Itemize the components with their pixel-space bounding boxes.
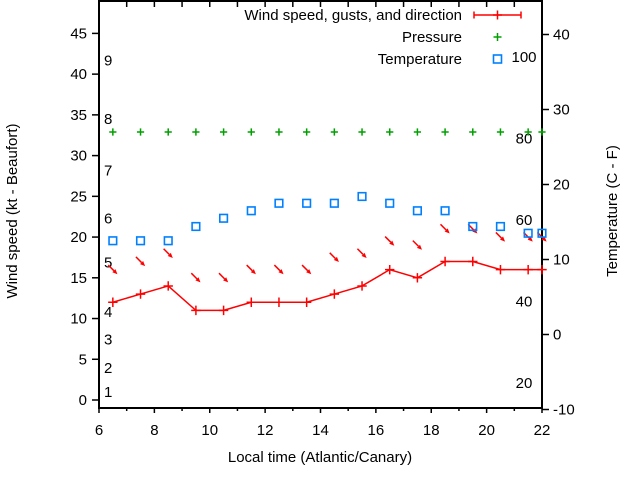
tick-label: 3 bbox=[104, 332, 112, 349]
tick-label: 30 bbox=[553, 102, 570, 119]
tick-label: 30 bbox=[70, 148, 87, 165]
tick-label: -10 bbox=[553, 402, 575, 419]
temperature-series bbox=[108, 191, 547, 246]
tick-label: 5 bbox=[104, 254, 112, 271]
tick-label: 40 bbox=[70, 66, 87, 83]
tick-label: 1 bbox=[104, 384, 112, 401]
legend: Wind speed, gusts, and direction Pressure… bbox=[244, 7, 522, 68]
tick-label: 100 bbox=[511, 49, 536, 66]
temperature-point bbox=[329, 198, 339, 208]
tick-label: 80 bbox=[516, 131, 533, 148]
tick-label: 14 bbox=[312, 422, 329, 439]
tick-label: 20 bbox=[516, 375, 533, 392]
temperature-point bbox=[246, 206, 256, 216]
temperature-point bbox=[468, 221, 478, 232]
beaufort-scale-labels: 1 2 3 4 5 6 7 8 9 bbox=[104, 52, 112, 401]
plot-border bbox=[98, 0, 543, 409]
tick-label: 4 bbox=[104, 304, 112, 321]
tick-label: 10 bbox=[553, 252, 570, 269]
tick-label: 22 bbox=[534, 422, 551, 439]
tick-label: 8 bbox=[150, 422, 158, 439]
tick-label: 0 bbox=[79, 392, 87, 409]
tick-label: 2 bbox=[104, 360, 112, 377]
tick-label: 35 bbox=[70, 107, 87, 124]
x-axis-ticks: 6 8 10 12 14 16 18 20 22 bbox=[95, 1, 551, 439]
temperature-point bbox=[495, 221, 506, 232]
tick-label: 20 bbox=[478, 422, 495, 439]
tick-label: 20 bbox=[70, 229, 87, 246]
pressure-series bbox=[109, 128, 546, 136]
tick-label: Pressure bbox=[402, 29, 462, 46]
temperature-point bbox=[537, 228, 547, 238]
temperature-point bbox=[135, 236, 146, 246]
left-axis-title: Wind speed (kt - Beaufort) bbox=[4, 123, 21, 298]
temperature-point bbox=[218, 213, 229, 223]
temperature-point bbox=[357, 191, 367, 202]
tick-label: 20 bbox=[553, 177, 570, 194]
tick-label: 40 bbox=[516, 294, 533, 311]
tick-label: 9 bbox=[104, 52, 112, 69]
tick-label: Temperature bbox=[378, 51, 462, 68]
x-axis-title: Local time (Atlantic/Canary) bbox=[228, 449, 412, 466]
tick-label: Wind speed, gusts, and direction bbox=[244, 7, 462, 24]
tick-label: 5 bbox=[79, 351, 87, 368]
temperature-point bbox=[274, 198, 284, 208]
temperature-point bbox=[163, 236, 173, 246]
tick-label: 15 bbox=[70, 270, 87, 287]
temperature-point bbox=[191, 221, 201, 232]
tick-label: 10 bbox=[201, 422, 218, 439]
right-axis-ticks: -10 0 10 20 30 40 bbox=[542, 27, 575, 419]
tick-label: 7 bbox=[104, 162, 112, 179]
gust-direction-arrows bbox=[107, 223, 547, 283]
tick-label: 10 bbox=[70, 311, 87, 328]
temperature-point bbox=[302, 198, 312, 208]
tick-label: 60 bbox=[516, 212, 533, 229]
tick-label: 8 bbox=[104, 111, 112, 128]
wind-speed-series bbox=[108, 256, 547, 316]
tick-label: 6 bbox=[95, 422, 103, 439]
temperature-point bbox=[523, 228, 533, 238]
tick-label: 16 bbox=[368, 422, 385, 439]
tick-label: 45 bbox=[70, 25, 87, 42]
left-axis-ticks: 0 5 10 15 20 25 30 35 40 45 bbox=[70, 25, 99, 409]
tick-label: 6 bbox=[104, 210, 112, 227]
tick-label: 25 bbox=[70, 188, 87, 205]
tick-label: 40 bbox=[553, 27, 570, 44]
right-axis-title: Temperature (C - F) bbox=[604, 145, 621, 277]
tick-label: 18 bbox=[423, 422, 440, 439]
inner-right-scale-labels: 100 80 60 40 20 bbox=[511, 49, 536, 392]
temperature-point bbox=[385, 198, 395, 208]
temperature-point bbox=[108, 236, 118, 246]
tick-label: 0 bbox=[553, 327, 561, 344]
tick-label: 12 bbox=[257, 422, 274, 439]
temperature-point bbox=[412, 206, 423, 216]
temperature-point bbox=[440, 206, 450, 216]
